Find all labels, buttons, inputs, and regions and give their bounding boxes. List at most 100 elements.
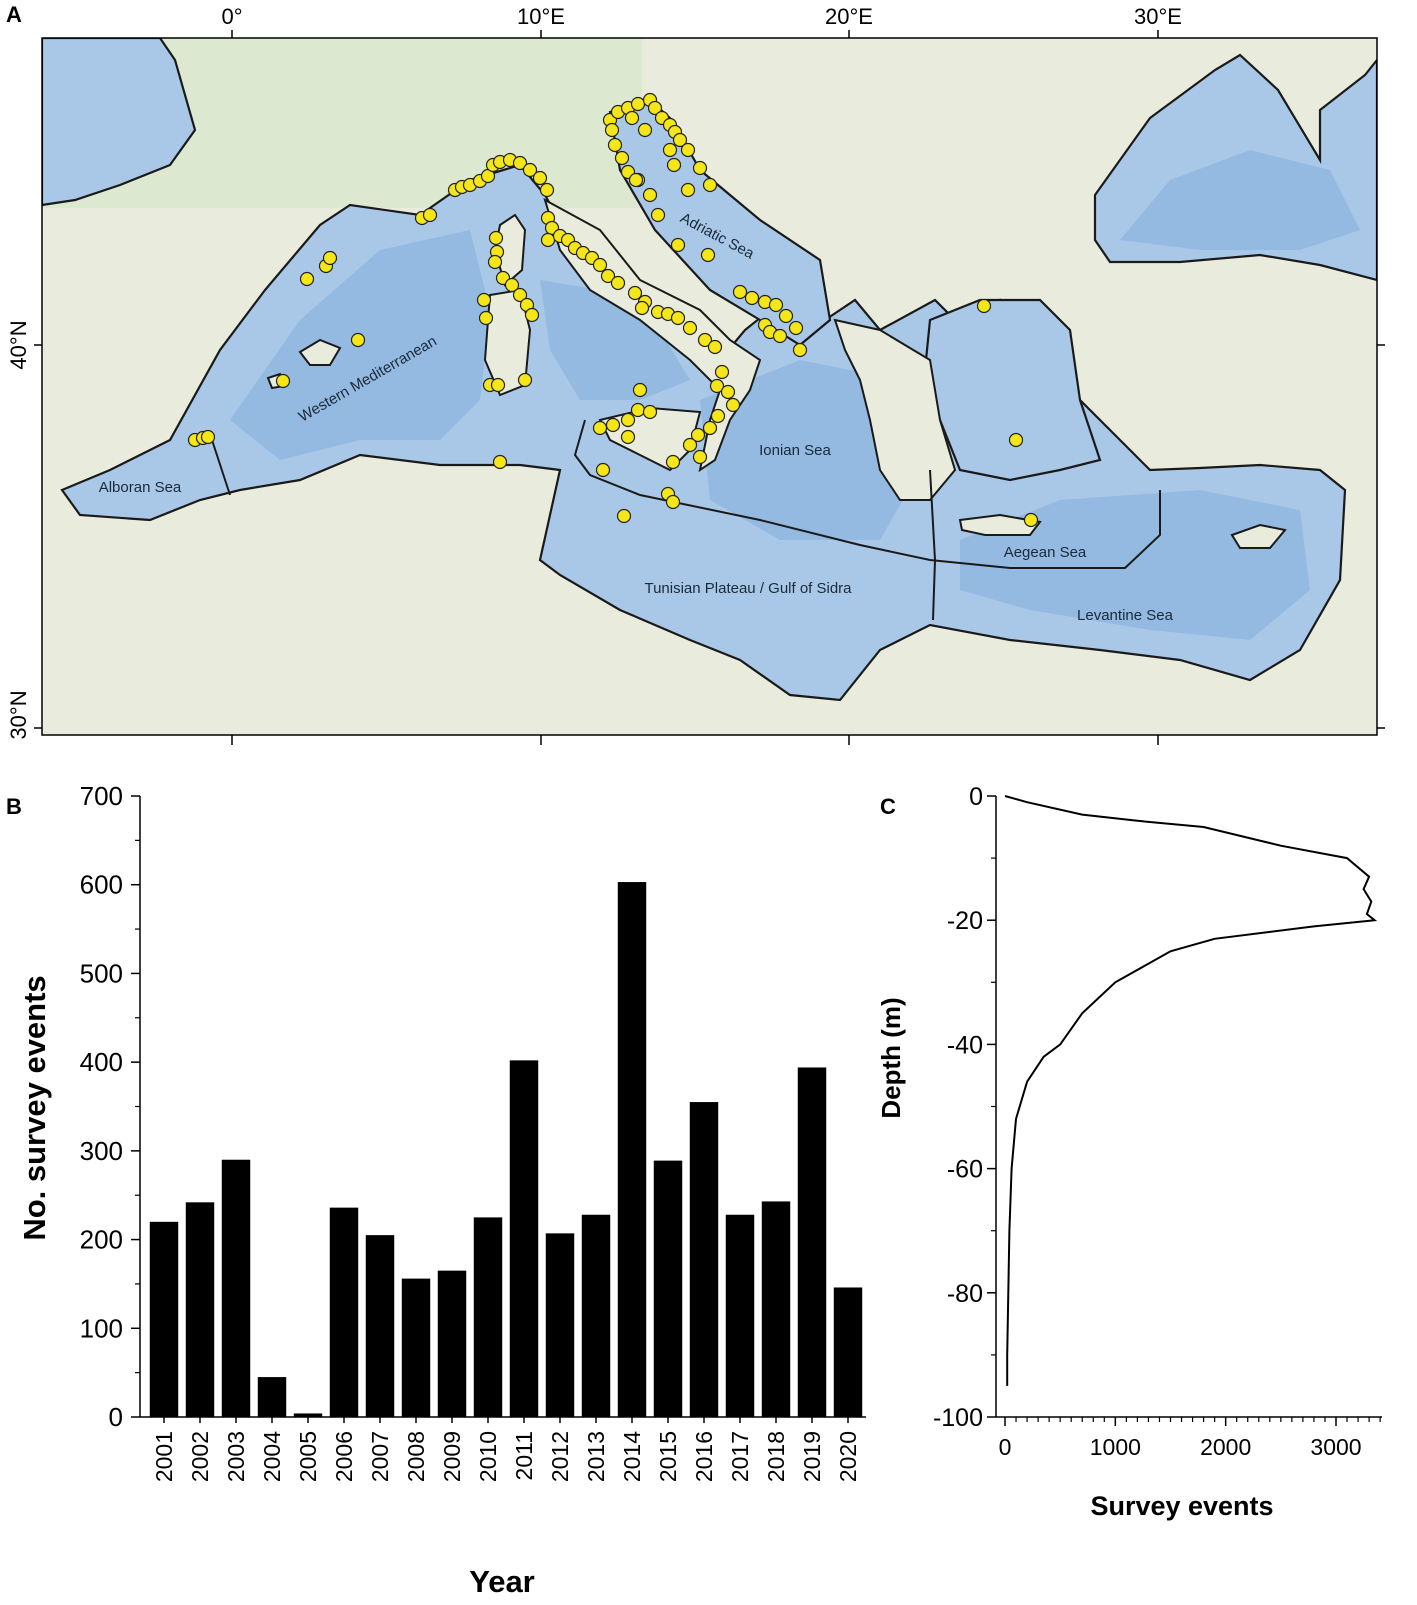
survey-site-marker xyxy=(620,429,636,445)
deep-tyrrhenian-basin xyxy=(540,280,690,400)
survey-site-marker xyxy=(672,132,688,148)
survey-site-marker xyxy=(512,155,528,171)
panel-label-b: B xyxy=(6,794,22,819)
cyprus-island xyxy=(1230,523,1287,549)
survey-site-marker xyxy=(488,230,504,246)
greece-peninsula xyxy=(833,318,957,501)
survey-site-marker xyxy=(682,437,698,453)
survey-site-marker xyxy=(680,142,696,158)
bar-x-tick-label: 2018 xyxy=(763,1431,789,1482)
depth-chart-axes: 0 -20 -40 -60 -80 -100 0 1000 2000 3000 xyxy=(933,783,1382,1460)
depth-x-tick-label: 0 xyxy=(999,1434,1012,1460)
survey-site-marker xyxy=(487,254,503,270)
bar-x-tick-label: 2008 xyxy=(403,1431,429,1482)
bar xyxy=(689,1102,719,1417)
depth-y-tick-label: 0 xyxy=(969,783,983,811)
lon-label-0: 0° xyxy=(221,4,242,29)
depth-y-tick-label: -80 xyxy=(947,1280,983,1308)
survey-site-marker xyxy=(627,285,643,301)
bar-x-tick-label: 2020 xyxy=(835,1431,861,1482)
bar-x-tick-label: 2013 xyxy=(583,1431,609,1482)
survey-site-marker xyxy=(647,100,663,116)
depth-chart-panel: C 0 -20 -40 -60 -80 -100 0 1000 2000 3000 Depth (… xyxy=(876,760,1417,1600)
bar xyxy=(761,1201,791,1417)
survey-site-marker xyxy=(772,328,788,344)
survey-site-marker xyxy=(709,378,725,394)
survey-site-marker xyxy=(710,408,726,424)
survey-site-marker xyxy=(665,494,681,510)
bar-x-axis-label: Year xyxy=(469,1564,535,1599)
survey-site-marker xyxy=(1008,432,1024,448)
depth-y-tick-label: -20 xyxy=(947,907,983,935)
bar xyxy=(149,1221,179,1417)
bar-x-tick-label: 2009 xyxy=(439,1431,465,1482)
survey-site-marker xyxy=(720,384,736,400)
bar xyxy=(401,1278,431,1417)
survey-site-marker xyxy=(744,290,760,306)
survey-site-marker xyxy=(692,160,708,176)
bar-x-tick-label: 2004 xyxy=(259,1431,285,1482)
bar-y-tick-label: 600 xyxy=(80,870,123,900)
survey-site-marker xyxy=(539,182,555,198)
label-tunisian-plateau: Tunisian Plateau / Gulf of Sidra xyxy=(644,580,852,597)
depth-chart: 0 -20 -40 -60 -80 -100 0 1000 2000 3000 Depth (m)… xyxy=(876,783,1382,1521)
survey-site-marker xyxy=(200,429,216,445)
survey-site-marker xyxy=(642,187,658,203)
bar xyxy=(545,1233,575,1417)
lon-label-30e: 30°E xyxy=(1134,4,1182,29)
survey-sites xyxy=(187,92,1039,528)
bar-x-tick-label: 2005 xyxy=(295,1431,321,1482)
bar-x-tick-label: 2012 xyxy=(547,1431,573,1482)
depth-profile-line xyxy=(1004,795,1378,1386)
survey-site-marker xyxy=(702,177,718,193)
survey-site-marker xyxy=(662,142,678,158)
bar xyxy=(617,882,647,1417)
survey-site-marker xyxy=(620,412,636,428)
survey-site-marker xyxy=(476,292,492,308)
bar-x-tick-label: 2011 xyxy=(511,1431,537,1480)
atlantic-ocean xyxy=(42,38,197,207)
survey-site-marker xyxy=(492,454,508,470)
label-ionian-sea: Ionian Sea xyxy=(759,442,831,459)
survey-site-marker xyxy=(600,268,616,284)
survey-site-marker xyxy=(707,339,723,355)
survey-site-marker xyxy=(637,122,653,138)
survey-site-marker xyxy=(478,310,494,326)
survey-site-marker xyxy=(605,417,621,433)
bar-x-tick-label: 2006 xyxy=(331,1431,357,1482)
survey-site-marker xyxy=(788,320,804,336)
survey-site-marker xyxy=(670,237,686,253)
depth-x-tick-label: 2000 xyxy=(1200,1434,1251,1460)
survey-site-marker xyxy=(714,364,730,380)
survey-site-marker xyxy=(792,342,808,358)
bar-y-tick-label: 700 xyxy=(80,781,123,811)
deep-levantine-basin xyxy=(960,490,1310,640)
survey-site-marker xyxy=(768,297,784,313)
survey-site-marker xyxy=(607,137,623,153)
survey-site-marker xyxy=(1023,512,1039,528)
survey-site-marker xyxy=(642,404,658,420)
survey-site-marker xyxy=(490,377,506,393)
bar xyxy=(365,1235,395,1417)
survey-site-marker xyxy=(725,397,741,413)
lon-label-20e: 20°E xyxy=(825,4,873,29)
survey-site-marker xyxy=(697,332,713,348)
bar xyxy=(293,1413,323,1417)
label-levantine-sea: Levantine Sea xyxy=(1077,607,1174,624)
survey-site-marker xyxy=(702,420,718,436)
depth-y-tick-label: -40 xyxy=(947,1031,983,1059)
depth-x-tick-label: 3000 xyxy=(1310,1434,1361,1460)
bar-x-tick-label: 2001 xyxy=(151,1431,177,1482)
longitude-axis: 0° 10°E 20°E 30°E xyxy=(221,4,1182,745)
region-boundaries xyxy=(211,419,1161,621)
survey-site-marker xyxy=(595,462,611,478)
survey-site-marker xyxy=(517,372,533,388)
survey-site-marker xyxy=(275,373,291,389)
map-frame xyxy=(41,37,1378,736)
survey-site-marker xyxy=(680,182,696,198)
survey-site-marker xyxy=(976,298,992,314)
depth-y-tick-label: -60 xyxy=(947,1156,983,1184)
survey-site-marker xyxy=(522,162,538,178)
bar xyxy=(653,1160,683,1417)
survey-site-marker xyxy=(512,287,528,303)
